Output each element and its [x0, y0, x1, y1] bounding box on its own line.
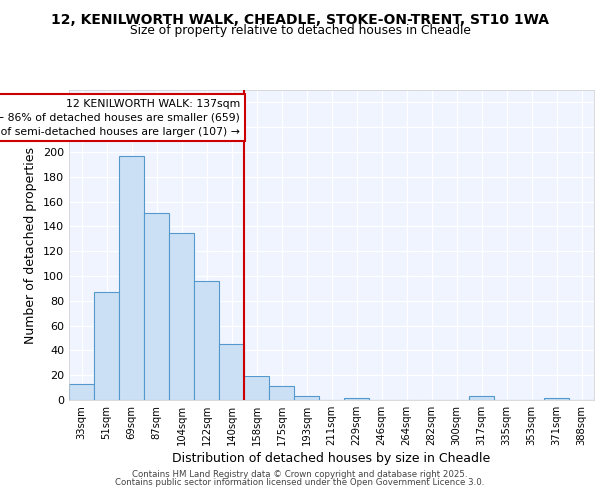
Bar	[269, 386, 294, 400]
Text: 12, KENILWORTH WALK, CHEADLE, STOKE-ON-TRENT, ST10 1WA: 12, KENILWORTH WALK, CHEADLE, STOKE-ON-T…	[51, 12, 549, 26]
Bar	[244, 376, 269, 400]
X-axis label: Distribution of detached houses by size in Cheadle: Distribution of detached houses by size …	[172, 452, 491, 465]
Bar	[94, 292, 119, 400]
Y-axis label: Number of detached properties: Number of detached properties	[25, 146, 37, 344]
Text: Contains HM Land Registry data © Crown copyright and database right 2025.: Contains HM Land Registry data © Crown c…	[132, 470, 468, 479]
Bar	[469, 396, 494, 400]
Bar	[544, 398, 569, 400]
Bar	[169, 232, 194, 400]
Bar	[294, 396, 319, 400]
Bar	[344, 398, 369, 400]
Bar	[194, 281, 219, 400]
Text: 12 KENILWORTH WALK: 137sqm
← 86% of detached houses are smaller (659)
14% of sem: 12 KENILWORTH WALK: 137sqm ← 86% of deta…	[0, 98, 240, 136]
Text: Size of property relative to detached houses in Cheadle: Size of property relative to detached ho…	[130, 24, 470, 37]
Bar	[144, 213, 169, 400]
Text: Contains public sector information licensed under the Open Government Licence 3.: Contains public sector information licen…	[115, 478, 485, 487]
Bar	[69, 384, 94, 400]
Bar	[119, 156, 144, 400]
Bar	[219, 344, 244, 400]
